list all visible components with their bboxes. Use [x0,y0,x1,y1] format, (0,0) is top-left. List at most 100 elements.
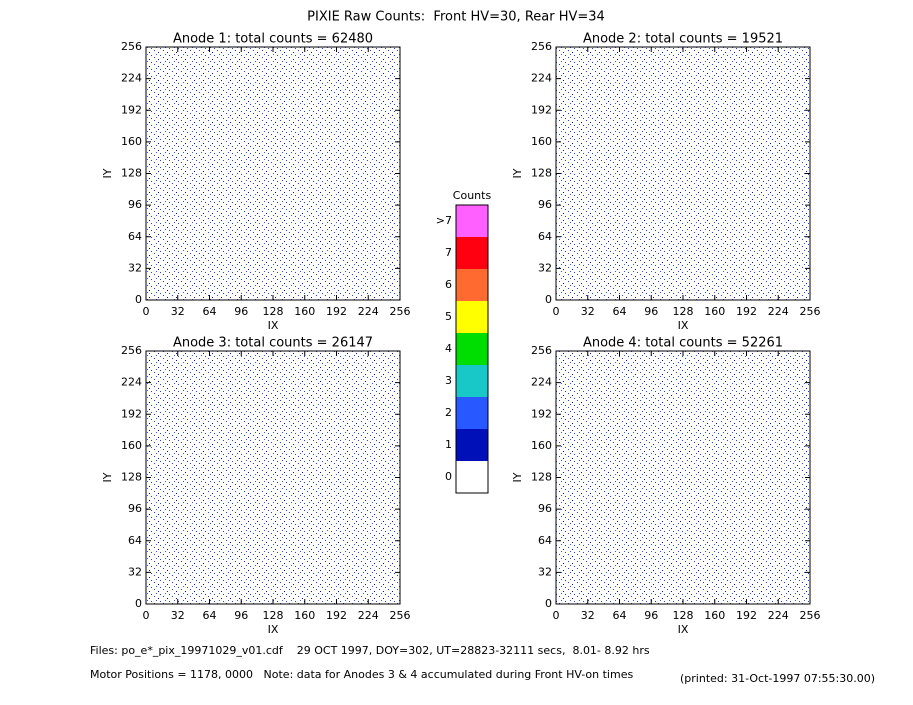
colorbar-frame [455,204,489,494]
y-tick-label: 96 [128,502,142,515]
y-tick-label: 128 [531,167,552,180]
y-tick-label: 64 [538,534,552,547]
x-tick-label: 128 [263,305,284,318]
x-tick-label: 32 [581,609,595,622]
y-tick-label: 0 [545,293,552,306]
heatmap-area [556,351,810,604]
colorbar-label: 7 [445,246,452,259]
x-tick-label: 0 [553,609,560,622]
colorbar-label: 4 [445,342,452,355]
y-tick-label: 224 [121,376,142,389]
x-tick-label: 64 [613,609,627,622]
x-tick-label: 64 [203,609,217,622]
x-tick-label: 256 [800,609,821,622]
colorbar-label: 2 [445,406,452,419]
x-tick-label: 0 [553,305,560,318]
x-tick-label: 224 [358,305,379,318]
y-tick-label: 192 [531,103,552,116]
y-tick-label: 96 [538,198,552,211]
y-tick-label: 224 [531,72,552,85]
y-tick-label: 128 [121,167,142,180]
colorbar-label: 6 [445,278,452,291]
y-axis-label: IY [101,168,114,178]
colorbar-swatch [456,429,488,461]
y-tick-label: 160 [531,439,552,452]
colorbar-swatch [456,237,488,269]
x-tick-label: 96 [644,305,658,318]
panel-title: Anode 3: total counts = 26147 [173,336,373,351]
x-tick-label: 224 [768,305,789,318]
x-tick-label: 32 [581,305,595,318]
y-tick-label: 0 [545,597,552,610]
colorbar-swatch [456,301,488,333]
y-tick-label: 192 [121,407,142,420]
y-tick-label: 256 [531,40,552,53]
x-tick-label: 256 [800,305,821,318]
x-tick-label: 192 [326,305,347,318]
x-tick-label: 160 [704,305,725,318]
y-tick-label: 192 [121,103,142,116]
y-tick-label: 160 [531,135,552,148]
x-tick-label: 64 [203,305,217,318]
heatmap-area [146,351,400,604]
x-tick-label: 224 [768,609,789,622]
x-tick-label: 32 [171,609,185,622]
x-tick-label: 0 [143,609,150,622]
colorbar-swatch [456,365,488,397]
y-tick-label: 32 [538,261,552,274]
footer-printed: (printed: 31-Oct-1997 07:55:30.00) [680,672,875,685]
heatmap-area [556,47,810,300]
y-tick-label: 64 [128,534,142,547]
y-axis-label: IY [101,472,114,482]
y-tick-label: 0 [135,597,142,610]
footer-motor: Motor Positions = 1178, 0000 Note: data … [90,668,633,681]
x-tick-label: 32 [171,305,185,318]
figure-title: PIXIE Raw Counts: Front HV=30, Rear HV=3… [307,10,605,25]
colorbar-swatch [456,461,488,493]
y-tick-label: 256 [531,344,552,357]
x-tick-label: 160 [294,305,315,318]
x-axis-label: IX [678,623,689,636]
y-tick-label: 32 [128,565,142,578]
x-tick-label: 96 [234,609,248,622]
x-tick-label: 160 [294,609,315,622]
x-tick-label: 224 [358,609,379,622]
panel-title: Anode 2: total counts = 19521 [583,32,783,47]
x-tick-label: 96 [644,609,658,622]
colorbar-swatch [456,333,488,365]
y-tick-label: 256 [121,344,142,357]
y-tick-label: 64 [538,230,552,243]
y-tick-label: 64 [128,230,142,243]
colorbar-label: 1 [445,438,452,451]
y-tick-label: 32 [128,261,142,274]
x-tick-label: 256 [390,609,411,622]
colorbar-swatch [456,269,488,301]
footer-files: Files: po_e*_pix_19971029_v01.cdf 29 OCT… [90,644,650,657]
y-tick-label: 160 [121,439,142,452]
x-axis-label: IX [678,319,689,332]
colorbar-label: >7 [436,214,452,227]
y-tick-label: 32 [538,565,552,578]
y-tick-label: 96 [128,198,142,211]
y-tick-label: 96 [538,502,552,515]
x-tick-label: 64 [613,305,627,318]
colorbar-label: 5 [445,310,452,323]
y-tick-label: 160 [121,135,142,148]
colorbar-swatch [456,205,488,237]
x-tick-label: 192 [736,305,757,318]
colorbar-swatch [456,397,488,429]
x-tick-label: 96 [234,305,248,318]
y-tick-label: 128 [121,471,142,484]
x-axis-label: IX [268,319,279,332]
x-tick-label: 0 [143,305,150,318]
x-tick-label: 128 [263,609,284,622]
colorbar-title: Counts [453,189,492,202]
y-axis-label: IY [511,168,524,178]
y-axis-label: IY [511,472,524,482]
x-tick-label: 256 [390,305,411,318]
x-tick-label: 160 [704,609,725,622]
x-tick-label: 192 [326,609,347,622]
colorbar-label: 0 [445,470,452,483]
